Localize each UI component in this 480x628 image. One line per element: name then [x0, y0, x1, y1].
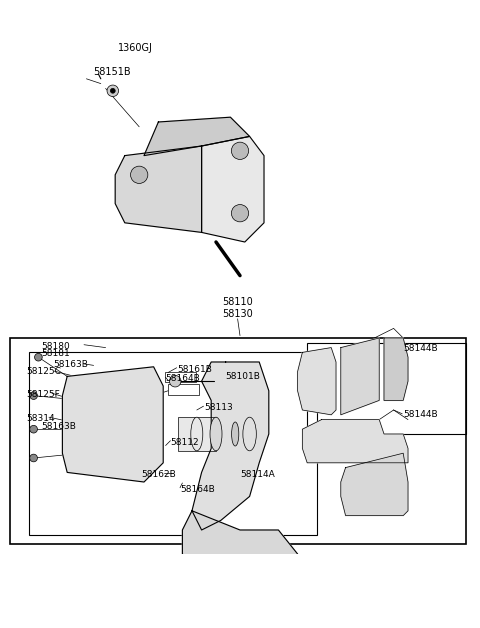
Circle shape — [35, 354, 42, 361]
Text: 58130: 58130 — [222, 309, 253, 319]
Text: 58144B: 58144B — [403, 410, 438, 420]
Text: 58114A: 58114A — [240, 470, 275, 479]
Circle shape — [30, 425, 37, 433]
Bar — [149, 194, 187, 213]
Bar — [165, 372, 196, 382]
Text: 58161B: 58161B — [178, 365, 213, 374]
Ellipse shape — [210, 417, 222, 451]
Text: 58101B: 58101B — [226, 372, 261, 381]
Text: 58164B: 58164B — [180, 485, 215, 494]
Bar — [178, 417, 216, 451]
Ellipse shape — [231, 422, 239, 446]
Text: 58163B: 58163B — [53, 360, 88, 369]
Polygon shape — [341, 338, 379, 415]
Polygon shape — [192, 362, 269, 530]
Text: 58164B: 58164B — [166, 374, 200, 383]
Text: 58125C: 58125C — [26, 367, 61, 376]
Polygon shape — [202, 136, 264, 242]
Bar — [29, 352, 317, 535]
Circle shape — [107, 85, 119, 97]
Text: 58314: 58314 — [26, 414, 55, 423]
Polygon shape — [62, 367, 163, 482]
Circle shape — [231, 205, 249, 222]
Polygon shape — [144, 117, 250, 156]
Circle shape — [30, 454, 37, 462]
Polygon shape — [115, 146, 202, 232]
Text: 58181: 58181 — [41, 349, 70, 358]
Text: 58180: 58180 — [41, 342, 70, 350]
Bar — [168, 384, 199, 394]
Circle shape — [110, 89, 115, 93]
Polygon shape — [384, 338, 408, 401]
Polygon shape — [182, 511, 298, 568]
Text: 58144B: 58144B — [403, 344, 438, 353]
Polygon shape — [298, 348, 336, 415]
Circle shape — [131, 166, 148, 183]
Polygon shape — [302, 420, 408, 463]
Circle shape — [231, 142, 249, 160]
Text: 58151B: 58151B — [94, 67, 131, 77]
Text: 58125F: 58125F — [26, 389, 60, 399]
Circle shape — [30, 392, 37, 399]
Text: 58112: 58112 — [170, 438, 199, 447]
Text: 58113: 58113 — [204, 403, 233, 412]
Bar — [307, 343, 466, 434]
Text: 58110: 58110 — [222, 297, 253, 307]
Text: 1360GJ: 1360GJ — [118, 43, 153, 53]
Bar — [77, 415, 115, 439]
Polygon shape — [341, 453, 408, 516]
Text: 58162B: 58162B — [142, 470, 176, 479]
Text: 58163B: 58163B — [41, 422, 76, 431]
Circle shape — [169, 376, 181, 387]
Ellipse shape — [191, 417, 203, 451]
Bar — [10, 338, 466, 544]
